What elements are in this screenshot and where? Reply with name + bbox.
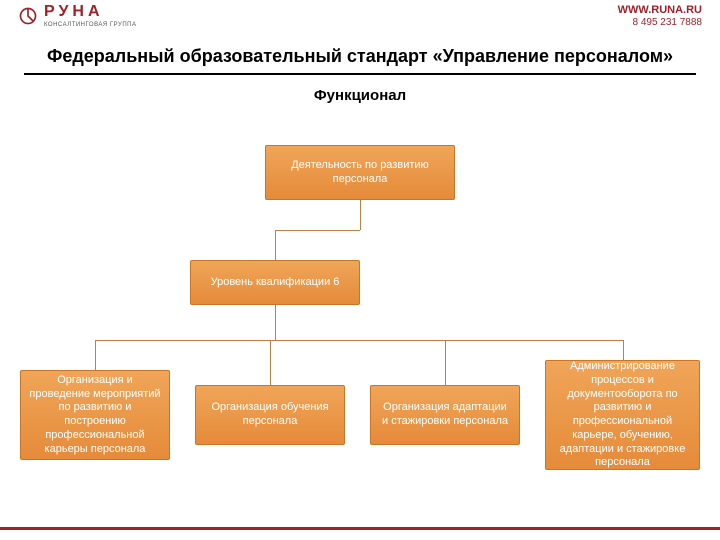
- page-title: Федеральный образовательный стандарт «Уп…: [24, 46, 696, 71]
- title-underline: [24, 73, 696, 75]
- header: РУНА КОНСАЛТИНГОВАЯ ГРУППА WWW.RUNA.RU 8…: [0, 0, 720, 30]
- footer-divider: [0, 527, 720, 530]
- chart-connector: [270, 340, 271, 385]
- logo-icon: [18, 6, 38, 26]
- chart-node: Уровень квалификации 6: [190, 260, 360, 305]
- chart-connector: [275, 230, 276, 260]
- chart-connector: [275, 305, 276, 340]
- chart-connector: [95, 340, 623, 341]
- contact-url: WWW.RUNA.RU: [618, 4, 702, 16]
- contact-phone: 8 495 231 7888: [618, 17, 702, 28]
- org-chart: Деятельность по развитию персонала Уровен…: [0, 130, 720, 490]
- header-divider: [0, 30, 720, 32]
- logo-tagline: КОНСАЛТИНГОВАЯ ГРУППА: [44, 22, 136, 28]
- chart-node: Администрирование процессов и документоо…: [545, 360, 700, 470]
- chart-connector: [623, 340, 624, 360]
- contact-block: WWW.RUNA.RU 8 495 231 7888: [618, 4, 702, 27]
- chart-node: Организация обучения персонала: [195, 385, 345, 445]
- chart-node: Деятельность по развитию персонала: [265, 145, 455, 200]
- chart-node: Организация адаптации и стажировки персо…: [370, 385, 520, 445]
- page-subtitle: Функционал: [0, 87, 720, 104]
- logo-text: РУНА: [44, 4, 136, 20]
- chart-connector: [95, 340, 96, 370]
- chart-connector: [275, 230, 360, 231]
- chart-node: Организация и проведение мероприятий по …: [20, 370, 170, 460]
- chart-connector: [445, 340, 446, 385]
- logo: РУНА КОНСАЛТИНГОВАЯ ГРУППА: [18, 4, 136, 28]
- chart-connector: [360, 200, 361, 230]
